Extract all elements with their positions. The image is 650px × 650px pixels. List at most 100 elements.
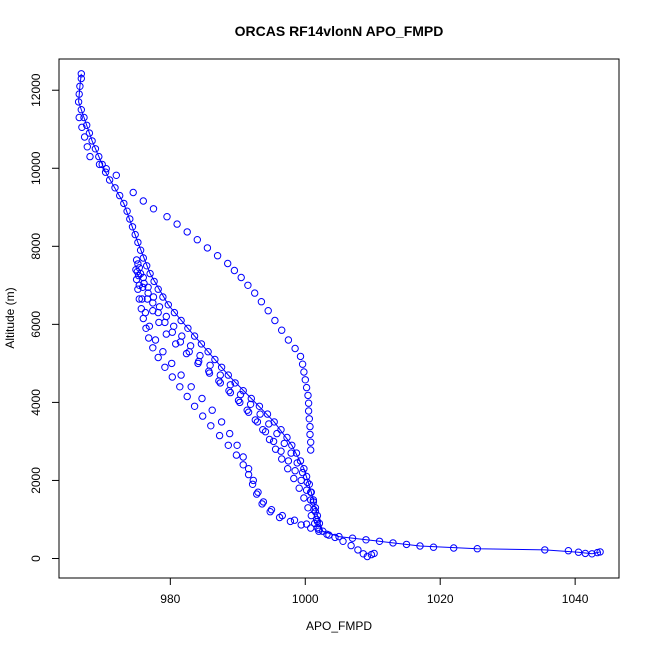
data-point <box>375 537 384 545</box>
data-point <box>236 398 244 407</box>
data-point <box>263 410 272 418</box>
data-point <box>143 262 151 270</box>
data-point <box>150 277 158 286</box>
data-point <box>348 534 357 542</box>
data-point <box>126 215 134 223</box>
data-point <box>231 379 239 387</box>
data-point <box>178 332 186 340</box>
data-point <box>163 213 171 221</box>
data-point <box>139 273 148 282</box>
data-point <box>116 191 124 200</box>
data-point <box>194 359 202 368</box>
y-tick-label: 6000 <box>29 311 43 338</box>
y-tick-label: 12000 <box>29 73 43 107</box>
data-point <box>304 407 313 415</box>
data-point <box>155 318 163 327</box>
data-point <box>251 289 259 297</box>
data-point <box>315 525 323 533</box>
data-point <box>564 547 573 555</box>
data-point <box>295 484 303 492</box>
data-point <box>315 527 323 535</box>
data-point <box>211 355 219 364</box>
data-point <box>98 160 106 169</box>
data-point <box>267 506 276 514</box>
data-point <box>120 199 128 208</box>
data-point <box>300 465 308 473</box>
data-point <box>416 542 424 550</box>
data-point <box>159 293 167 301</box>
data-point <box>134 238 142 247</box>
x-tick-label: 1000 <box>292 592 319 606</box>
data-point <box>256 410 264 418</box>
y-axis: 0 2000 4000 6000 8000 10000 12000 <box>29 73 60 562</box>
data-point <box>233 441 241 449</box>
data-point <box>134 260 142 268</box>
data-point <box>298 360 307 368</box>
data-point <box>273 429 281 438</box>
y-tick-label: 2000 <box>29 467 43 494</box>
data-point <box>269 437 278 446</box>
data-point <box>199 412 207 420</box>
data-point <box>213 252 222 260</box>
data-point <box>105 176 114 184</box>
data-point <box>278 511 286 520</box>
data-point <box>307 446 315 454</box>
data-point <box>277 426 285 434</box>
data-point <box>136 246 145 254</box>
data-point <box>146 269 154 278</box>
data-point <box>541 546 549 554</box>
data-point <box>76 82 84 91</box>
data-point <box>323 530 331 538</box>
data-point <box>354 546 362 554</box>
data-point <box>290 474 298 483</box>
data-point <box>172 340 180 348</box>
data-point <box>370 549 378 558</box>
data-point <box>287 449 295 457</box>
data-point <box>170 308 179 317</box>
data-point <box>265 435 274 444</box>
data-point <box>331 533 339 542</box>
series-line-group <box>78 73 601 555</box>
data-point <box>284 457 293 465</box>
data-point <box>216 379 225 387</box>
data-point <box>313 524 322 532</box>
data-point <box>145 322 154 330</box>
data-point <box>75 90 83 98</box>
data-point <box>278 455 286 463</box>
data-point <box>132 275 141 284</box>
data-point <box>190 332 199 340</box>
data-point <box>164 301 173 309</box>
data-point <box>310 506 318 514</box>
data-point <box>313 515 321 524</box>
data-point <box>297 521 305 529</box>
data-point <box>298 468 307 477</box>
data-point <box>145 334 153 342</box>
data-point <box>217 418 226 426</box>
data-point <box>95 152 103 161</box>
data-points <box>74 70 604 561</box>
data-point <box>300 494 308 502</box>
data-point <box>206 361 214 369</box>
data-point <box>247 394 256 403</box>
data-point <box>277 447 285 455</box>
data-point <box>596 548 604 556</box>
data-point <box>184 324 192 332</box>
data-point <box>293 459 301 467</box>
data-point <box>204 348 212 356</box>
data-point <box>131 230 139 239</box>
data-point <box>139 254 148 262</box>
data-point <box>429 543 438 551</box>
data-point <box>239 453 247 461</box>
data-point <box>251 416 260 424</box>
data-point <box>339 537 347 545</box>
data-point <box>307 496 315 504</box>
data-point <box>162 312 171 321</box>
data-point <box>244 408 253 416</box>
data-point <box>230 266 239 275</box>
data-point <box>80 133 89 141</box>
data-point <box>239 461 247 469</box>
data-point <box>473 545 481 553</box>
data-point <box>296 352 305 361</box>
data-point <box>243 406 251 414</box>
